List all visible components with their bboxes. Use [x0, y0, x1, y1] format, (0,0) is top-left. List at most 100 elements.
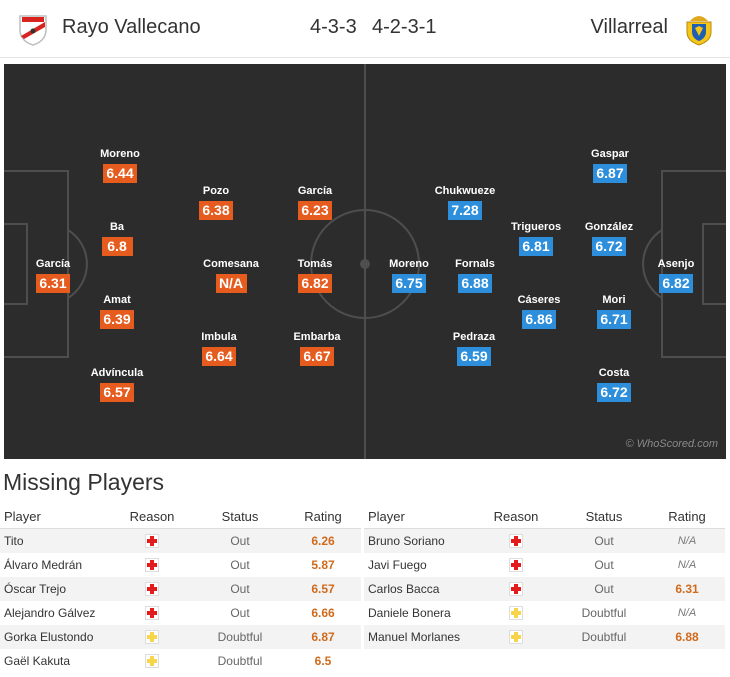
missing-player-name[interactable]: Carlos Bacca — [368, 582, 440, 596]
player-name: Cáseres — [517, 294, 561, 306]
away-player-striker[interactable]: Moreno 6.75 — [369, 258, 449, 293]
home-player-defender-2[interactable]: Ba 6.8 — [77, 221, 157, 256]
col-status[interactable]: Status — [585, 509, 623, 524]
home-player-goalkeeper[interactable]: García 6.31 — [13, 258, 93, 293]
away-missing-rows: Bruno Soriano Out N/A Javi Fuego Out N/A Carlo… — [364, 529, 725, 649]
missing-player-name[interactable]: Álvaro Medrán — [4, 558, 83, 572]
player-rating: 6.44 — [103, 164, 137, 183]
player-rating: 6.88 — [458, 274, 492, 293]
away-player-defender-1[interactable]: Gaspar 6.87 — [570, 148, 650, 183]
away-player-attacker-3[interactable]: Pedraza 6.59 — [434, 331, 514, 366]
player-rating: 6.8 — [101, 237, 133, 256]
col-player[interactable]: Player — [4, 509, 41, 524]
rating-value: 6.88 — [675, 630, 699, 644]
col-status[interactable]: Status — [221, 509, 259, 524]
home-player-defender-3[interactable]: Amat 6.39 — [77, 294, 157, 329]
home-player-forward-3[interactable]: Embarba 6.67 — [277, 331, 357, 366]
missing-player-name[interactable]: Javi Fuego — [368, 558, 427, 572]
home-player-defender-1[interactable]: Moreno 6.44 — [80, 148, 160, 183]
col-rating[interactable]: Rating — [304, 509, 342, 524]
player-name: Mori — [602, 294, 626, 306]
home-player-defender-4[interactable]: Advíncula 6.57 — [77, 367, 157, 402]
lineup-pitch: García 6.31 Moreno 6.44 Ba 6.8 Amat 6.39… — [4, 64, 726, 459]
reason-cell — [486, 577, 546, 601]
injury-cross-icon[interactable] — [145, 533, 159, 548]
table-row: Alejandro Gálvez Out 6.66 — [0, 601, 361, 625]
player-name: Ba — [109, 221, 125, 233]
away-player-attacker-2[interactable]: Fornals 6.88 — [435, 258, 515, 293]
home-player-midfielder-1[interactable]: Pozo 6.38 — [176, 185, 256, 220]
player-name: Moreno — [100, 148, 140, 160]
player-name: González — [584, 221, 634, 233]
player-rating: 6.59 — [457, 347, 491, 366]
status-text: Out — [230, 606, 250, 620]
player-name: Fornals — [455, 258, 495, 270]
player-rating: 6.67 — [300, 347, 334, 366]
pitch-lines — [4, 64, 726, 459]
away-player-defender-2[interactable]: González 6.72 — [569, 221, 649, 256]
player-rating: 6.72 — [597, 383, 631, 402]
rating-value: N/A — [677, 535, 697, 547]
home-missing-rows: Tito Out 6.26 Álvaro Medrán Out 5.87 Óscar Tre… — [0, 529, 361, 673]
status-text: Out — [230, 534, 250, 548]
reason-cell — [122, 553, 182, 577]
col-reason[interactable]: Reason — [129, 509, 175, 524]
away-player-midfielder-2[interactable]: Cáseres 6.86 — [499, 294, 579, 329]
reason-cell — [122, 625, 182, 649]
home-player-midfielder-3[interactable]: Imbula 6.64 — [179, 331, 259, 366]
away-player-defender-4[interactable]: Costa 6.72 — [574, 367, 654, 402]
away-player-midfielder-1[interactable]: Trigueros 6.81 — [496, 221, 576, 256]
rating-value: N/A — [677, 607, 697, 619]
doubtful-cross-icon[interactable] — [145, 653, 159, 668]
reason-cell — [486, 601, 546, 625]
villarreal-badge-icon[interactable] — [682, 12, 716, 46]
status-text: Out — [594, 534, 614, 548]
injury-cross-icon[interactable] — [145, 581, 159, 596]
reason-cell — [486, 625, 546, 649]
home-player-midfielder-2[interactable]: Comesana N/A — [191, 258, 271, 293]
home-player-forward-1[interactable]: García 6.23 — [275, 185, 355, 220]
injury-cross-icon[interactable] — [145, 557, 159, 572]
table-row: Óscar Trejo Out 6.57 — [0, 577, 361, 601]
injury-cross-icon[interactable] — [509, 581, 523, 596]
reason-cell — [122, 577, 182, 601]
rayo-vallecano-badge-icon[interactable] — [16, 12, 50, 46]
missing-player-name[interactable]: Alejandro Gálvez — [4, 606, 96, 620]
table-row: Javi Fuego Out N/A — [364, 553, 725, 577]
player-rating: 6.57 — [100, 383, 134, 402]
injury-cross-icon[interactable] — [509, 533, 523, 548]
doubtful-cross-icon[interactable] — [509, 629, 523, 644]
player-name: Imbula — [201, 331, 237, 343]
col-player[interactable]: Player — [368, 509, 405, 524]
away-player-attacker-1[interactable]: Chukwueze 7.28 — [425, 185, 505, 220]
missing-player-name[interactable]: Manuel Morlanes — [368, 630, 461, 644]
home-player-forward-2[interactable]: Tomás 6.82 — [275, 258, 355, 293]
player-rating: 6.86 — [522, 310, 556, 329]
injury-cross-icon[interactable] — [509, 557, 523, 572]
missing-player-name[interactable]: Gaël Kakuta — [4, 654, 71, 668]
missing-player-name[interactable]: Óscar Trejo — [4, 582, 67, 596]
status-text: Out — [230, 558, 250, 572]
player-name: Embarba — [293, 331, 341, 343]
table-row: Álvaro Medrán Out 5.87 — [0, 553, 361, 577]
table-header: Player Reason Status Rating — [0, 505, 361, 529]
player-rating: 6.82 — [298, 274, 332, 293]
doubtful-cross-icon[interactable] — [509, 605, 523, 620]
player-name: Gaspar — [591, 148, 629, 160]
rating-value: 6.31 — [675, 582, 699, 596]
table-row: Gaël Kakuta Doubtful 6.5 — [0, 649, 361, 673]
missing-player-name[interactable]: Daniele Bonera — [368, 606, 451, 620]
away-player-defender-3[interactable]: Mori 6.71 — [574, 294, 654, 329]
col-rating[interactable]: Rating — [668, 509, 706, 524]
col-reason[interactable]: Reason — [493, 509, 539, 524]
away-team-name[interactable]: Villarreal — [590, 16, 668, 38]
table-header: Player Reason Status Rating — [364, 505, 725, 529]
doubtful-cross-icon[interactable] — [145, 629, 159, 644]
missing-player-name[interactable]: Tito — [4, 534, 24, 548]
missing-player-name[interactable]: Bruno Soriano — [368, 534, 445, 548]
player-rating: 6.72 — [592, 237, 626, 256]
missing-player-name[interactable]: Gorka Elustondo — [4, 630, 94, 644]
away-player-goalkeeper[interactable]: Asenjo 6.82 — [636, 258, 716, 293]
injury-cross-icon[interactable] — [145, 605, 159, 620]
home-team-name[interactable]: Rayo Vallecano — [62, 16, 201, 38]
